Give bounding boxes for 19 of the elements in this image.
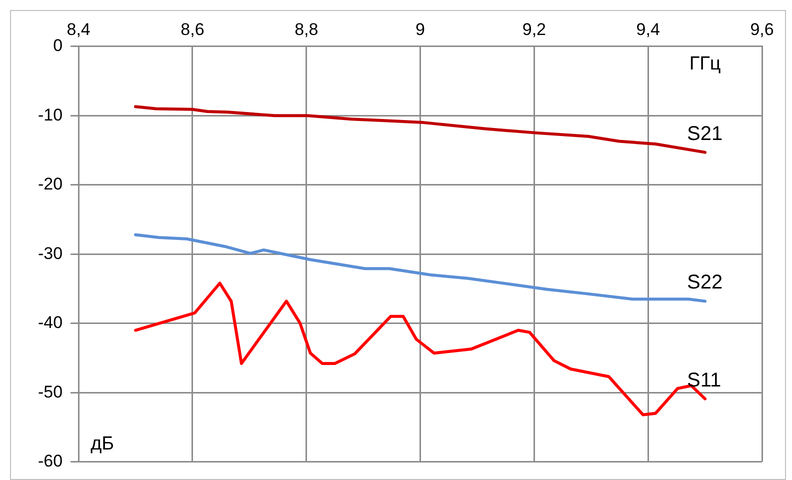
series-label: S22	[687, 272, 723, 294]
y-tick-label: -50	[38, 382, 63, 402]
x-tick-label: 9,2	[522, 20, 546, 39]
x-tick-label: 9,6	[750, 20, 774, 39]
y-tick-label: -30	[38, 244, 63, 263]
y-tick-label: -10	[38, 105, 63, 124]
x-axis-title: ГГц	[689, 54, 721, 75]
x-tick-label: 9	[416, 20, 426, 39]
x-tick-label: 8,8	[294, 20, 318, 39]
y-tick-label: -20	[38, 174, 63, 194]
series-label: S21	[687, 122, 723, 145]
y-axis-title: дБ	[90, 434, 114, 455]
y-tick-label: -40	[38, 313, 63, 332]
y-tick-label: 0	[53, 36, 63, 56]
y-tick-label: -60	[38, 451, 63, 470]
x-tick-label: 9,4	[636, 20, 660, 39]
series-label: S11	[687, 369, 722, 392]
x-tick-label: 8,4	[66, 20, 90, 39]
x-tick-label: 8,6	[180, 20, 204, 39]
